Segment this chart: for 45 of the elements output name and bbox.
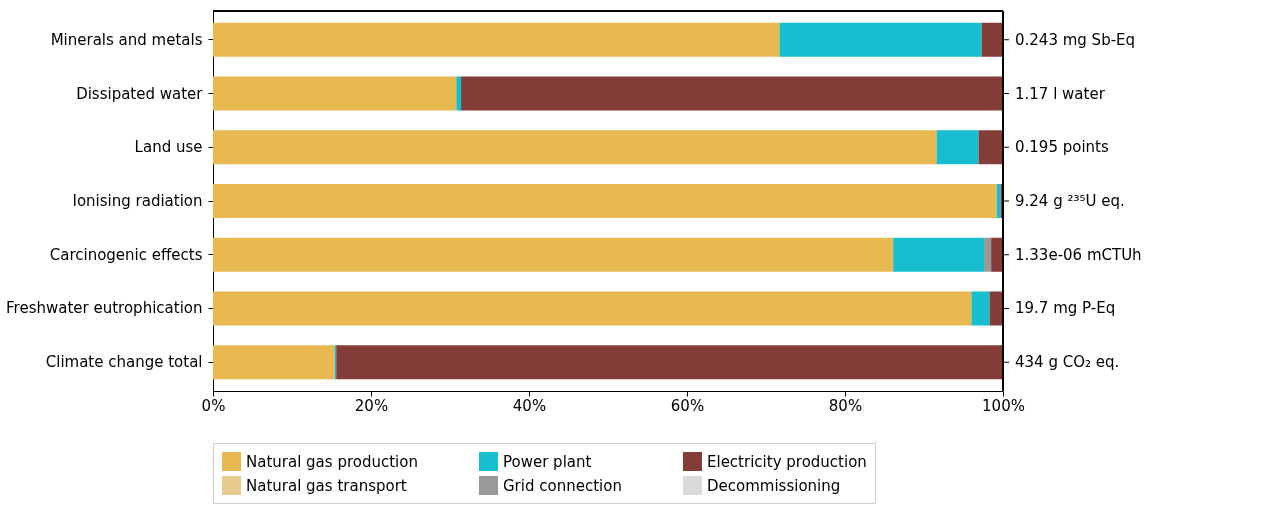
legend-label: Grid connection <box>503 476 622 495</box>
legend-label: Natural gas transport <box>246 476 407 495</box>
bar <box>213 76 457 111</box>
y-tick-label: Ionising radiation <box>72 192 203 210</box>
legend-label: Decommissioning <box>707 476 841 495</box>
legend-label: Natural gas production <box>246 452 418 471</box>
bar <box>336 345 1003 380</box>
x-tick-label: 80% <box>828 396 863 415</box>
bar <box>213 184 997 218</box>
y-tick-label: Land use <box>134 138 203 157</box>
bar <box>213 345 335 380</box>
text: 1.17 l water <box>1015 84 1106 103</box>
text: 19.7 mg P-Eq <box>1015 299 1116 318</box>
bar <box>991 237 1003 272</box>
bar <box>456 76 462 111</box>
bar <box>996 184 1001 218</box>
x-tick-label: 40% <box>512 396 547 415</box>
x-tick-label: 20% <box>354 396 389 415</box>
text: 434 g CO₂ eq. <box>1015 353 1120 372</box>
bar <box>779 22 982 57</box>
y-tick-label: Climate change total <box>45 353 203 372</box>
bar <box>461 76 1003 111</box>
legend-label: Power plant <box>503 452 592 471</box>
text: 0.195 points <box>1015 138 1109 157</box>
bar <box>978 130 1003 165</box>
text: 0.243 mg Sb-Eq <box>1015 30 1136 49</box>
bar <box>213 22 780 57</box>
y-tick-label: Freshwater eutrophication <box>6 299 203 318</box>
bar <box>213 237 894 272</box>
legend-label: Electricity production <box>707 452 867 471</box>
text: 9.24 g ²³⁵U eq. <box>1015 192 1125 210</box>
bar <box>984 237 992 272</box>
x-tick-label: 60% <box>670 396 705 415</box>
bar <box>893 237 985 272</box>
y-tick-label: Dissipated water <box>76 84 204 103</box>
bar <box>936 130 979 165</box>
bar <box>971 291 990 326</box>
x-tick-label: 0% <box>201 396 226 415</box>
x-tick-label: 100% <box>982 396 1025 415</box>
y-tick-label: Minerals and metals <box>50 30 203 49</box>
bar <box>213 291 972 326</box>
text: 1.33e-06 mCTUh <box>1015 245 1142 264</box>
bar <box>981 22 1003 57</box>
y-tick-label: Carcinogenic effects <box>49 245 203 264</box>
bar <box>213 130 937 165</box>
